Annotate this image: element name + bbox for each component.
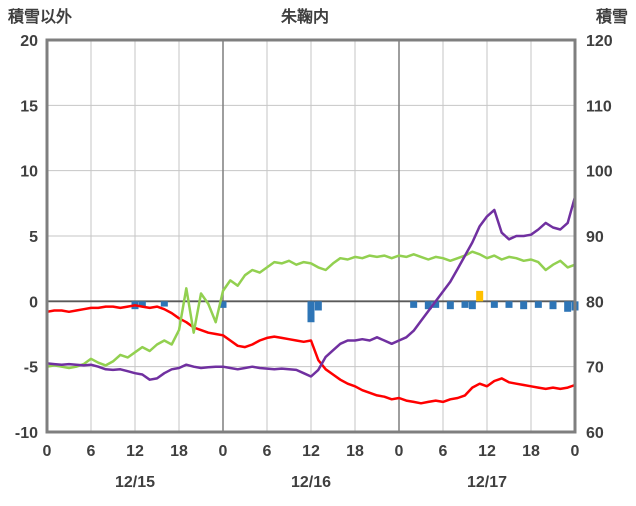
x-tick-label: 6 (263, 443, 272, 460)
right-tick-label: 70 (586, 360, 604, 377)
bar (446, 301, 454, 310)
x-tick-label: 0 (43, 443, 52, 460)
bar (219, 301, 227, 308)
plot-frame (45, 38, 577, 434)
bar (549, 301, 557, 310)
x-tick-label: 18 (522, 443, 540, 460)
x-tick-label: 6 (439, 443, 448, 460)
bar (424, 301, 432, 310)
x-tick-label: 0 (571, 443, 580, 460)
bar (505, 301, 513, 308)
bar (314, 301, 322, 311)
date-label: 12/17 (467, 474, 507, 491)
right-tick-label: 100 (586, 164, 613, 181)
x-tick-label: 12 (478, 443, 496, 460)
right-tick-label: 90 (586, 229, 604, 246)
right-tick-label: 120 (586, 33, 613, 50)
right-tick-label: 110 (586, 98, 612, 115)
bar (534, 301, 542, 308)
right-axis-title: 積雪 (595, 7, 628, 26)
bar (307, 301, 315, 323)
x-tick-label: 12 (302, 443, 320, 460)
date-label: 12/15 (115, 474, 155, 491)
x-tick-label: 0 (219, 443, 228, 460)
series-line-temperature-red (45, 304, 577, 405)
x-tick-label: 0 (395, 443, 404, 460)
right-tick-label: 80 (586, 294, 604, 311)
left-tick-label: 5 (29, 229, 38, 246)
date-label: 12/16 (291, 474, 331, 491)
chart-title: 朱鞠内 (281, 7, 329, 26)
left-tick-label: 15 (20, 98, 38, 115)
right-tick-label: 60 (586, 425, 604, 442)
bar (160, 301, 168, 307)
left-tick-label: 10 (20, 164, 38, 181)
bar (461, 301, 469, 308)
left-tick-label: -5 (24, 360, 38, 377)
left-tick-label: 0 (29, 294, 38, 311)
left-tick-label: -10 (15, 425, 38, 442)
x-tick-label: 12 (126, 443, 144, 460)
bar (432, 301, 440, 308)
bar (138, 301, 146, 307)
left-tick-label: 20 (20, 33, 38, 50)
series-line-snow-depth-purple (45, 195, 577, 381)
x-tick-label: 6 (87, 443, 96, 460)
x-tick-label: 18 (346, 443, 364, 460)
bar (490, 301, 498, 308)
left-axis-title: 積雪以外 (7, 7, 72, 26)
series-line-series-green (45, 250, 577, 370)
x-tick-label: 18 (170, 443, 188, 460)
bar (468, 301, 476, 310)
bar (564, 301, 572, 312)
bar (410, 301, 418, 308)
bar (520, 301, 528, 310)
bar (476, 290, 484, 302)
